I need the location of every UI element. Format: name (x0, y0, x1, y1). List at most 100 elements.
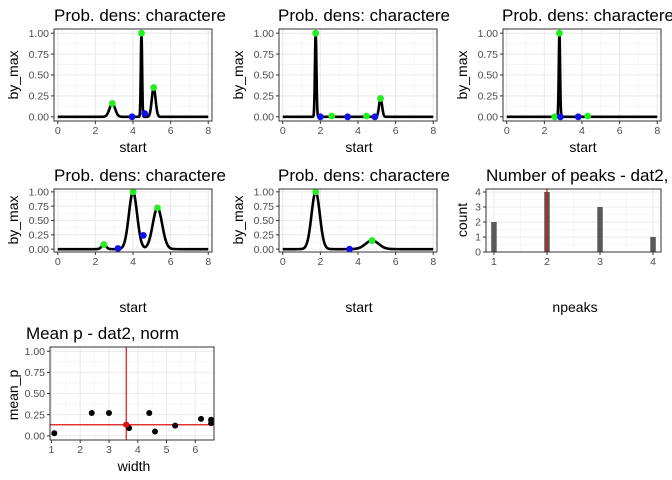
panel-1-x-tick-label: 4 (130, 125, 136, 137)
panel-5-x-tick-label: 0 (280, 256, 286, 268)
panel-7-title: Mean p - dat2, norm (26, 324, 179, 343)
panel-2-x-tick-label: 0 (280, 125, 286, 137)
panel-1-peak-point (150, 84, 158, 91)
panel-4-x-tick-label: 4 (130, 256, 136, 268)
panel-6-y-tick-label: 2 (475, 217, 481, 229)
panel-3-peak-point (556, 29, 563, 37)
panel-7-x-tick-label: 3 (106, 444, 112, 456)
panel-1-peak-point (108, 100, 116, 107)
panel-6-bar (597, 207, 603, 252)
panel-7-y-tick-label: 0.25 (25, 409, 46, 421)
panel-7-point (208, 420, 215, 427)
panel-3-x-tick-label: 0 (504, 125, 510, 137)
panel-5: Prob. dens: charactere 0 2 4 6 8 0.00 0.25 0.50… (230, 166, 450, 315)
panel-7-point (51, 430, 58, 437)
panel-5-xlabel: start (345, 299, 372, 315)
panel-1-ylabel: by_max (5, 50, 21, 99)
panel-3-trough-point (556, 113, 564, 121)
panel-4-y-tick-label: 1.00 (29, 187, 50, 199)
panel-3-y-tick-label: 0.75 (478, 49, 499, 61)
panel-2-x-tick-label: 2 (317, 125, 323, 137)
panel-2-y-tick-label: 0.25 (254, 91, 275, 103)
panel-3: Prob. dens: charactere 0 2 4 6 8 0.00 0.25 0.50… (454, 6, 672, 155)
panel-7-x-tick-label: 6 (192, 444, 198, 456)
panel-7-x-tick-label: 5 (164, 444, 170, 456)
panel-7: Mean p - dat2, norm 1 2 3 4 5 6 0.00 0.25 0.50 0.… (5, 324, 215, 474)
panel-4-trough-point (114, 245, 122, 252)
panel-5-peak-point (368, 237, 376, 244)
panel-3-panel-border (502, 28, 662, 122)
panel-1-trough-point (141, 110, 149, 117)
panel-5-y-tick-label: 0.75 (254, 201, 275, 213)
panel-4-peak-point (129, 188, 137, 196)
panel-1-y-tick-label: 1.00 (29, 28, 50, 40)
panel-4-y-tick-label: 0.75 (29, 201, 50, 213)
panel-5-x-tick-label: 6 (393, 256, 399, 268)
panel-1-xlabel: start (119, 139, 146, 155)
panel-2-peak-point (377, 95, 384, 102)
panel-7-point (146, 409, 153, 416)
panel-3-xlabel: start (569, 139, 596, 155)
panel-5-ylabel: by_max (230, 195, 246, 244)
panel-4-ylabel: by_max (5, 195, 21, 244)
panel-4: Prob. dens: charactere 0 2 4 6 8 0.00 0.25 0.50… (5, 166, 226, 315)
panel-2-peak-point (312, 29, 320, 37)
panel-7-x-tick-label: 2 (77, 444, 83, 456)
panel-6-y-tick-label: 3 (475, 202, 481, 214)
panel-7-y-tick-label: 0.75 (25, 367, 46, 379)
panel-2-trough-point (344, 113, 352, 121)
panel-2-y-tick-label: 0.00 (254, 112, 275, 124)
panel-4-x-tick-label: 0 (55, 256, 61, 268)
panel-1-peak-point (138, 29, 145, 37)
panel-6-y-tick-label: 0 (475, 247, 481, 259)
panel-3-x-tick-label: 6 (617, 125, 623, 137)
panel-7-xlabel: width (117, 458, 151, 474)
panel-6-title: Number of peaks - dat2, (486, 166, 668, 185)
panel-2-y-tick-label: 0.50 (254, 70, 275, 82)
panel-3-peak-point (551, 113, 559, 121)
panel-5-x-tick-label: 4 (355, 256, 361, 268)
panel-2-density-line (281, 31, 435, 119)
panel-2-y-tick-label: 0.75 (254, 49, 275, 61)
panel-2-trough-point (316, 113, 324, 121)
panel-4-title: Prob. dens: charactere (54, 166, 226, 185)
panel-5-title: Prob. dens: charactere (278, 166, 450, 185)
panel-6-y-tick-label: 1 (475, 232, 481, 244)
panel-6-panel-border (485, 188, 662, 253)
panel-6-x-tick-label: 1 (491, 256, 497, 268)
panel-7-point (88, 409, 95, 416)
panel-1-x-tick-label: 0 (55, 125, 61, 137)
panel-2-ylabel: by_max (230, 50, 246, 99)
panel-1-trough-point (128, 113, 136, 121)
panel-2-x-tick-label: 4 (355, 125, 361, 137)
panel-4-peak-point (154, 204, 161, 212)
panel-2-x-tick-label: 6 (393, 125, 399, 137)
panel-3-density-line (505, 31, 659, 119)
panel-2-peak-point (363, 112, 370, 120)
panel-6-xlabel: npeaks (552, 299, 597, 315)
panel-4-x-tick-label: 6 (168, 256, 174, 268)
panel-6-bar (650, 237, 656, 252)
panel-5-panel-border (278, 188, 438, 253)
panel-4-xlabel: start (119, 299, 146, 315)
panel-6-bar (491, 222, 497, 252)
panel-7-mean-point (123, 421, 130, 428)
panel-5-y-tick-label: 0.00 (254, 244, 275, 256)
panel-5-density-line (281, 190, 435, 251)
panel-3-y-tick-label: 1.00 (478, 28, 499, 40)
panel-7-y-tick-label: 0.50 (25, 388, 46, 400)
panel-7-point (198, 415, 205, 422)
panel-4-y-tick-label: 0.25 (29, 230, 50, 242)
panel-3-y-tick-label: 0.50 (478, 70, 499, 82)
panel-3-trough-point (574, 113, 582, 121)
panel-1-y-tick-label: 0.75 (29, 49, 50, 61)
panel-1-y-tick-label: 0.25 (29, 91, 50, 103)
panel-1-panel-border (53, 28, 213, 122)
panel-2-panel-border (278, 28, 438, 122)
panel-4-y-tick-label: 0.50 (29, 215, 50, 227)
panel-7-x-tick-label: 1 (49, 444, 55, 456)
panel-2-trough-point (371, 113, 379, 121)
panel-2-y-tick-label: 1.00 (254, 28, 275, 40)
